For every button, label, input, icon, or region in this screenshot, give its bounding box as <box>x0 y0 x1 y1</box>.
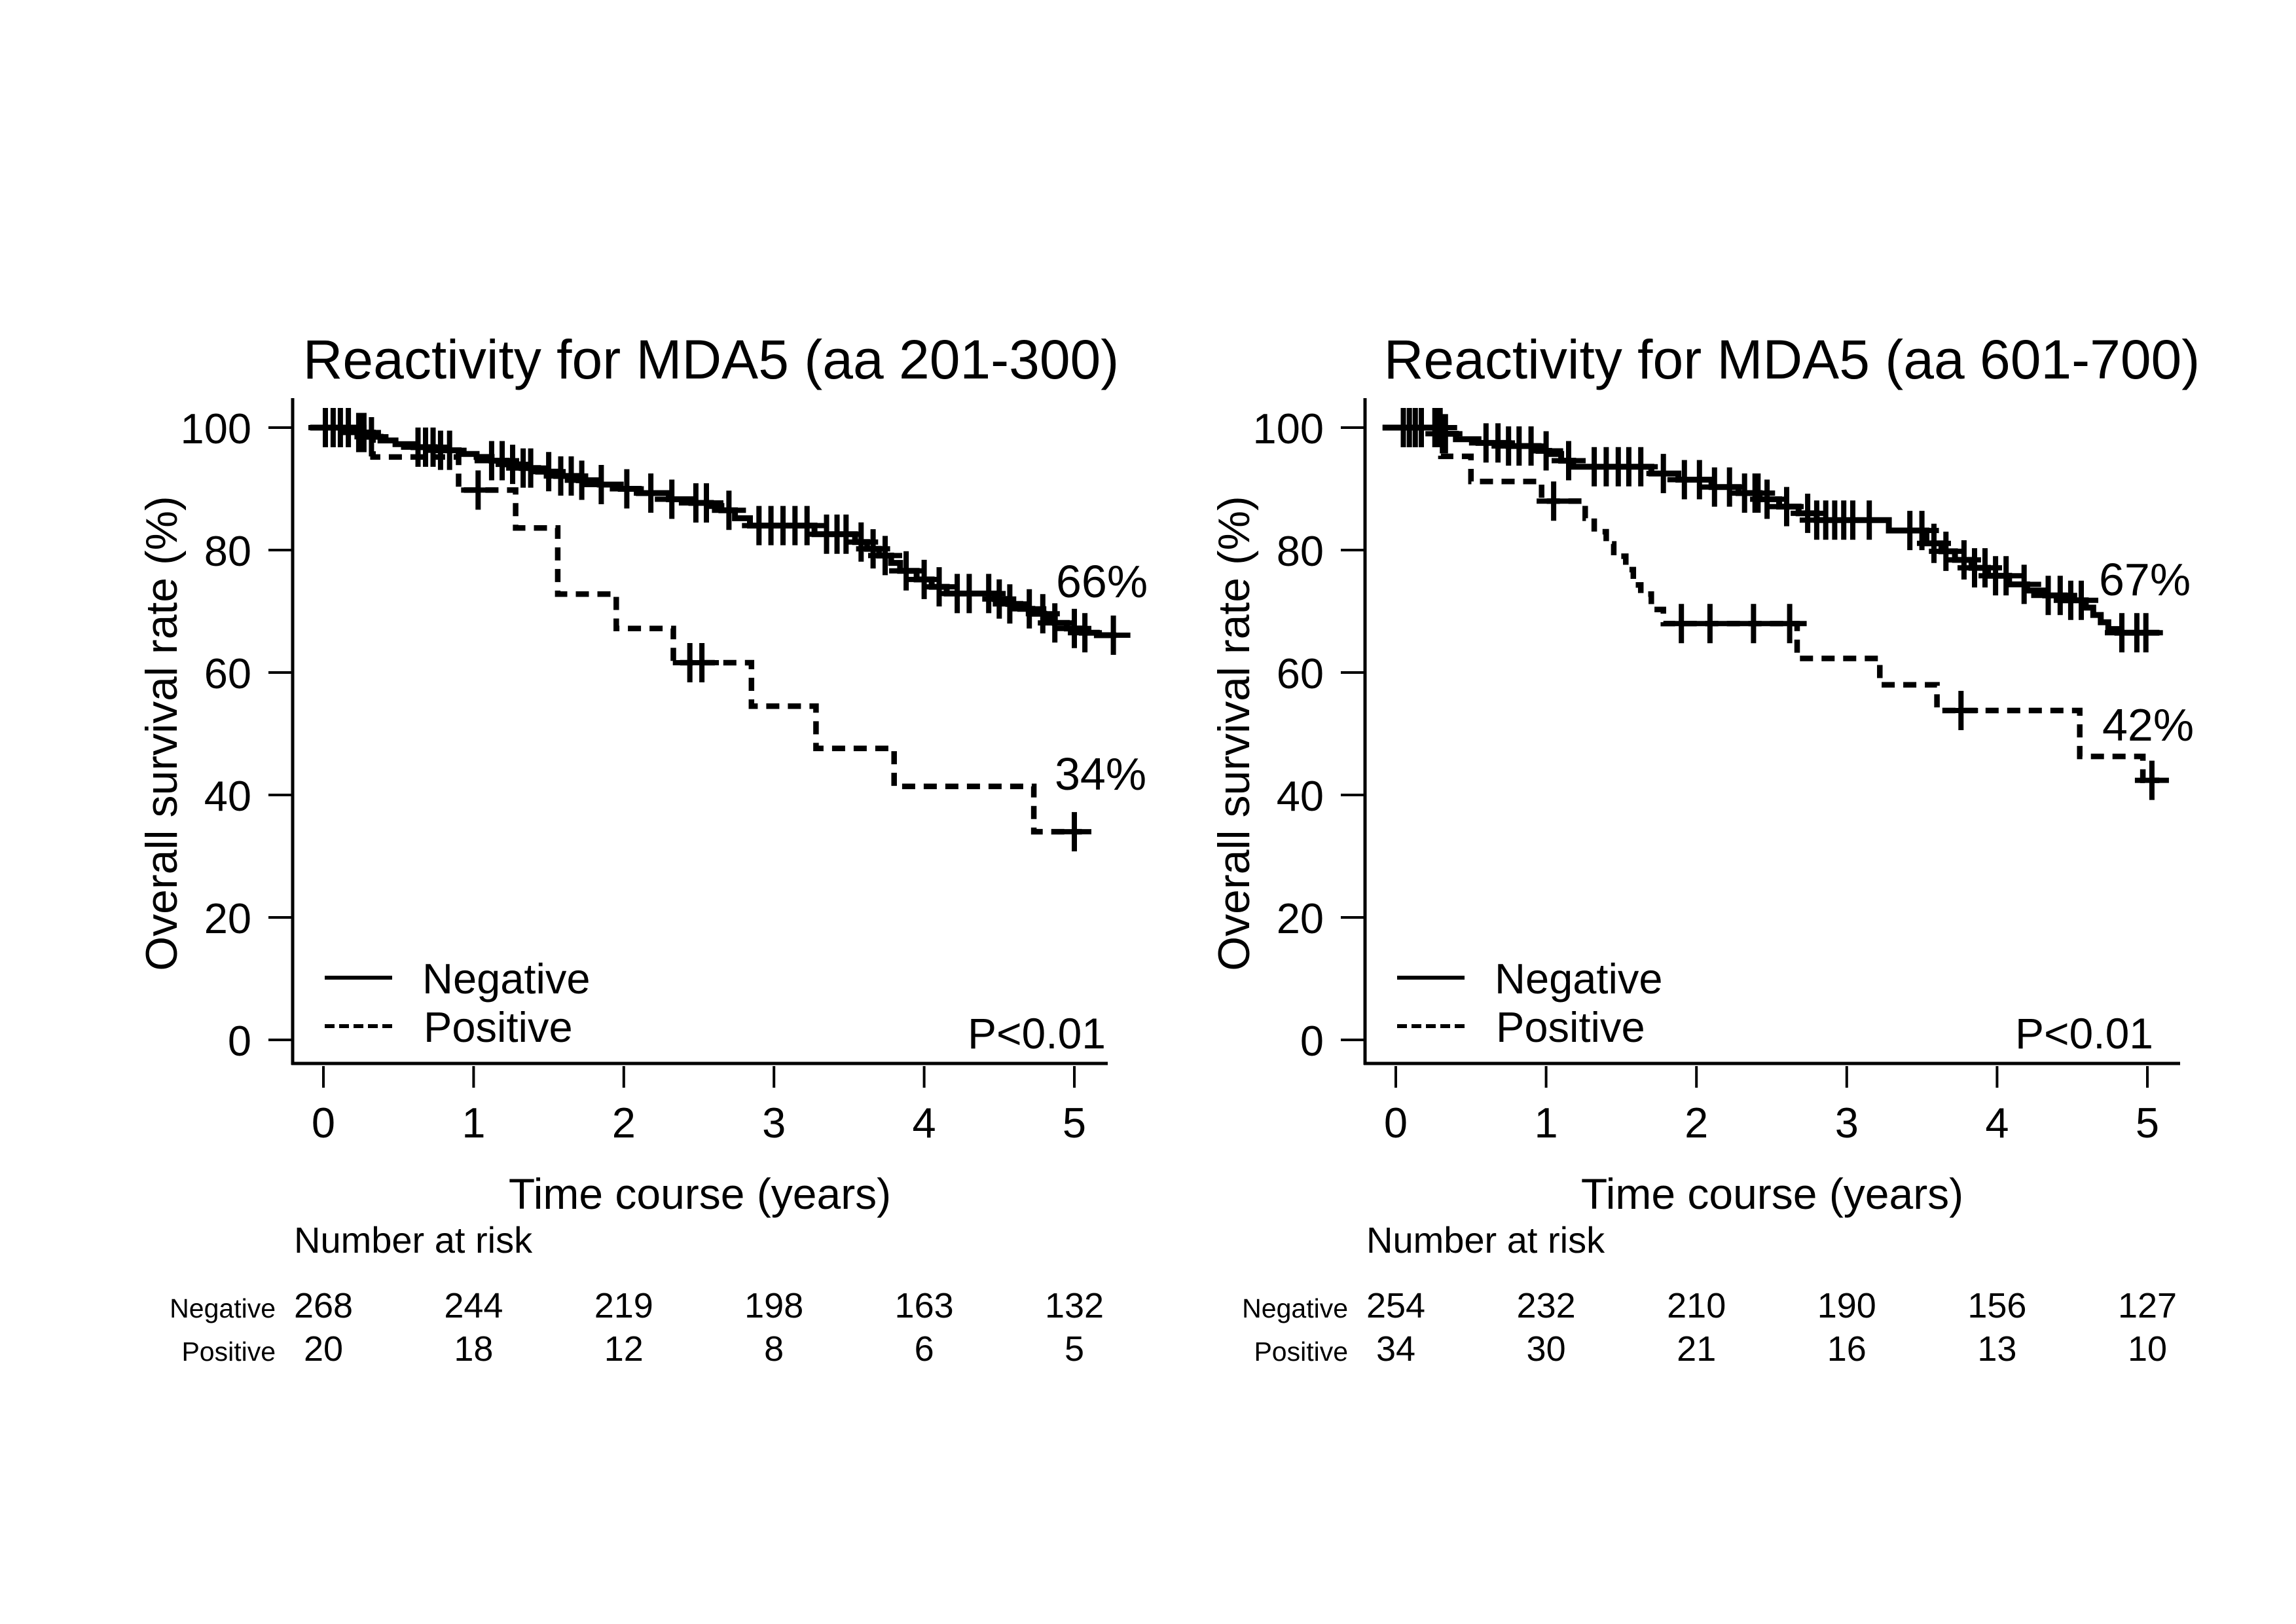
svg-text:10: 10 <box>2128 1329 2167 1369</box>
svg-text:244: 244 <box>444 1286 503 1325</box>
svg-text:13: 13 <box>1977 1329 2016 1369</box>
svg-text:190: 190 <box>1817 1286 1876 1325</box>
svg-text:5: 5 <box>2136 1099 2159 1147</box>
svg-text:0: 0 <box>1384 1099 1408 1147</box>
svg-text:60: 60 <box>1277 650 1324 697</box>
svg-text:80: 80 <box>204 527 251 575</box>
svg-text:Negative: Negative <box>170 1293 276 1323</box>
svg-text:20: 20 <box>304 1329 343 1369</box>
svg-text:42%: 42% <box>2102 699 2194 750</box>
svg-text:60: 60 <box>204 650 251 697</box>
svg-text:40: 40 <box>204 772 251 820</box>
svg-text:Time course (years): Time course (years) <box>509 1170 891 1218</box>
svg-text:34: 34 <box>1376 1329 1415 1369</box>
svg-text:67%: 67% <box>2099 554 2191 605</box>
svg-text:8: 8 <box>764 1329 784 1369</box>
svg-text:18: 18 <box>454 1329 493 1369</box>
svg-text:2: 2 <box>1685 1099 1708 1147</box>
svg-text:Positive: Positive <box>1496 1003 1645 1051</box>
svg-text:5: 5 <box>1065 1329 1084 1369</box>
svg-text:0: 0 <box>228 1017 251 1065</box>
svg-text:0: 0 <box>312 1099 335 1147</box>
svg-text:4: 4 <box>1985 1099 2009 1147</box>
svg-text:Positive: Positive <box>1254 1337 1348 1367</box>
svg-text:16: 16 <box>1827 1329 1867 1369</box>
svg-text:232: 232 <box>1517 1286 1576 1325</box>
svg-text:40: 40 <box>1277 772 1324 820</box>
svg-text:198: 198 <box>744 1286 803 1325</box>
svg-text:80: 80 <box>1277 527 1324 575</box>
svg-text:Negative: Negative <box>1495 955 1663 1003</box>
svg-text:1: 1 <box>462 1099 485 1147</box>
svg-text:Positive: Positive <box>181 1337 276 1367</box>
svg-text:156: 156 <box>1967 1286 2026 1325</box>
svg-text:100: 100 <box>181 405 251 452</box>
svg-text:254: 254 <box>1366 1286 1425 1325</box>
svg-text:4: 4 <box>913 1099 936 1147</box>
svg-text:163: 163 <box>895 1286 954 1325</box>
svg-text:268: 268 <box>294 1286 353 1325</box>
svg-text:127: 127 <box>2118 1286 2177 1325</box>
svg-text:Reactivity for MDA5 (aa 601-70: Reactivity for MDA5 (aa 601-700) <box>1384 329 2200 390</box>
svg-text:Overall survival rate (%): Overall survival rate (%) <box>1209 496 1259 971</box>
svg-text:6: 6 <box>915 1329 934 1369</box>
svg-text:5: 5 <box>1063 1099 1086 1147</box>
svg-text:132: 132 <box>1045 1286 1104 1325</box>
svg-text:100: 100 <box>1253 405 1324 452</box>
svg-text:3: 3 <box>1835 1099 1859 1147</box>
svg-text:Positive: Positive <box>424 1003 573 1051</box>
svg-text:21: 21 <box>1677 1329 1716 1369</box>
svg-text:20: 20 <box>1277 895 1324 942</box>
svg-text:1: 1 <box>1535 1099 1558 1147</box>
svg-text:219: 219 <box>594 1286 653 1325</box>
svg-text:P<0.01: P<0.01 <box>2015 1009 2153 1058</box>
svg-text:12: 12 <box>604 1329 644 1369</box>
svg-text:Number at risk: Number at risk <box>294 1219 533 1261</box>
svg-text:0: 0 <box>1300 1017 1324 1065</box>
svg-text:Number at risk: Number at risk <box>1366 1219 1605 1261</box>
svg-text:210: 210 <box>1667 1286 1726 1325</box>
svg-text:66%: 66% <box>1056 556 1148 607</box>
svg-text:P<0.01: P<0.01 <box>968 1009 1106 1058</box>
svg-text:2: 2 <box>612 1099 636 1147</box>
svg-text:Negative: Negative <box>1242 1293 1348 1323</box>
svg-text:Negative: Negative <box>422 955 591 1003</box>
svg-text:Reactivity for MDA5 (aa 201-30: Reactivity for MDA5 (aa 201-300) <box>303 329 1120 390</box>
svg-text:20: 20 <box>204 895 251 942</box>
svg-text:Overall survival rate (%): Overall survival rate (%) <box>137 496 187 971</box>
svg-text:30: 30 <box>1527 1329 1566 1369</box>
svg-text:34%: 34% <box>1055 748 1146 800</box>
svg-text:Time course (years): Time course (years) <box>1581 1170 1963 1218</box>
svg-text:3: 3 <box>762 1099 786 1147</box>
